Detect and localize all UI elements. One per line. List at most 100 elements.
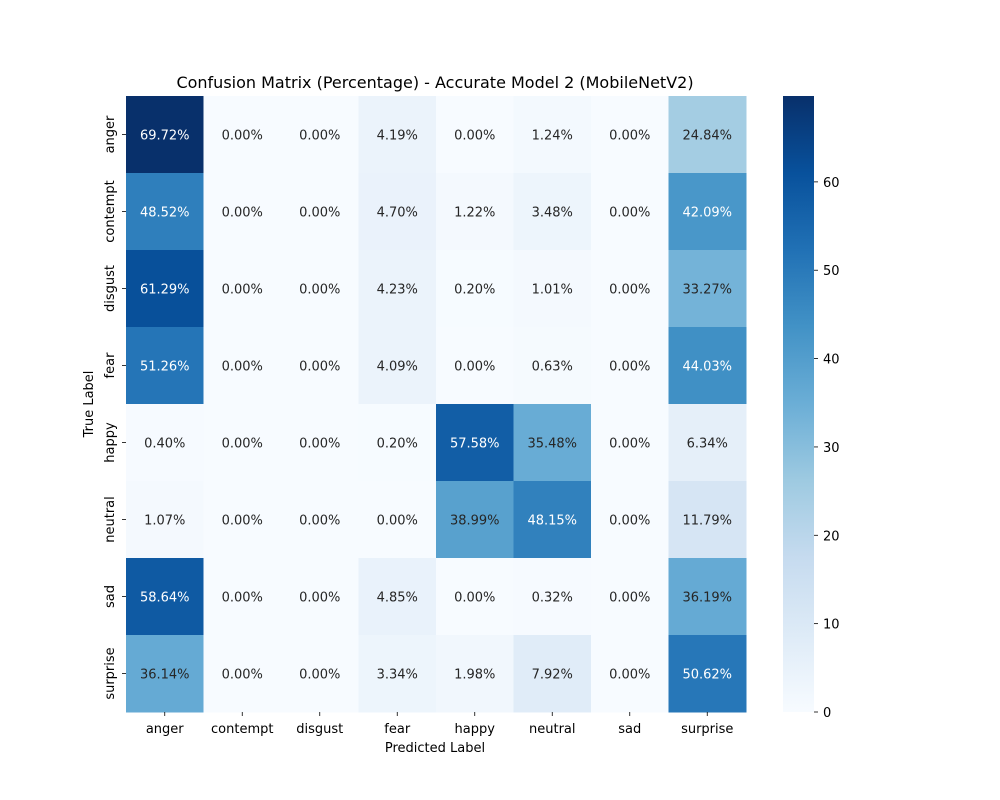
colorbar-tick-label: 60	[823, 176, 840, 191]
cell-value-label: 0.00%	[222, 668, 263, 683]
cell-value-label: 3.34%	[377, 668, 418, 683]
heatmap-cell	[513, 173, 592, 251]
colorbar-tick-label: 20	[823, 529, 840, 544]
cell-value-label: 0.00%	[609, 591, 650, 606]
cell-value-label: 4.85%	[377, 591, 418, 606]
heatmap-cell	[203, 635, 282, 713]
cell-value-label: 48.52%	[140, 206, 190, 221]
cell-value-label: 0.00%	[609, 514, 650, 529]
heatmap-cell	[281, 96, 359, 174]
cell-value-label: 0.00%	[222, 283, 263, 298]
cell-value-label: 0.00%	[299, 129, 340, 144]
cell-value-label: 69.72%	[140, 129, 190, 144]
cell-value-label: 44.03%	[682, 360, 732, 375]
y-tick-label: fear	[103, 352, 118, 379]
colorbar-tick-label: 30	[823, 441, 840, 456]
heatmap-cell	[358, 96, 437, 174]
x-tick-label: fear	[384, 722, 411, 737]
heatmap-cell	[513, 96, 592, 174]
cell-value-label: 4.23%	[377, 283, 418, 298]
cell-value-label: 11.79%	[682, 514, 732, 529]
heatmap-cell	[668, 96, 747, 174]
heatmap-cell	[281, 173, 359, 251]
cell-value-label: 36.19%	[682, 591, 732, 606]
cell-value-label: 0.00%	[299, 283, 340, 298]
cell-value-label: 0.00%	[222, 360, 263, 375]
cell-value-label: 57.58%	[450, 437, 500, 452]
heatmap-cell	[591, 327, 669, 405]
x-tick-label: neutral	[529, 722, 576, 737]
heatmap-cell	[126, 327, 204, 405]
cell-value-label: 0.00%	[454, 591, 495, 606]
cell-value-label: 61.29%	[140, 283, 190, 298]
heatmap-cell	[281, 635, 359, 713]
heatmap-cell	[436, 173, 514, 251]
cell-value-label: 0.00%	[222, 206, 263, 221]
heatmap-cell	[203, 173, 282, 251]
heatmap-cell	[591, 635, 669, 713]
colorbar-tick-label: 0	[823, 706, 831, 721]
heatmap-cell	[281, 481, 359, 559]
y-tick-label: contempt	[103, 180, 118, 242]
x-tick-label: happy	[455, 722, 496, 737]
cell-value-label: 1.22%	[454, 206, 495, 221]
y-tick-label: anger	[103, 115, 118, 153]
heatmap-cell	[126, 404, 204, 482]
heatmap-cell	[513, 327, 592, 405]
cell-value-label: 7.92%	[532, 668, 573, 683]
colorbar-tick-label: 40	[823, 353, 840, 368]
cell-value-label: 51.26%	[140, 360, 190, 375]
heatmap-cell	[358, 250, 437, 328]
heatmap-cell	[668, 327, 747, 405]
colorbar-tick-label: 10	[823, 618, 840, 633]
heatmap-cell	[513, 250, 592, 328]
cell-value-label: 0.00%	[222, 437, 263, 452]
cell-value-label: 0.00%	[377, 514, 418, 529]
y-axis-label: True Label	[82, 371, 97, 439]
cell-value-label: 0.00%	[222, 129, 263, 144]
heatmap-cell	[668, 250, 747, 328]
cell-value-label: 0.00%	[609, 129, 650, 144]
cell-value-label: 0.00%	[609, 283, 650, 298]
cell-value-label: 50.62%	[682, 668, 732, 683]
heatmap-cell	[513, 404, 592, 482]
heatmap-cell	[203, 96, 282, 174]
y-tick-label: surprise	[103, 647, 118, 699]
heatmap-cell	[591, 558, 669, 636]
colorbar	[783, 96, 814, 712]
x-axis-label: Predicted Label	[385, 741, 485, 756]
x-tick-label: anger	[146, 722, 184, 737]
cell-value-label: 48.15%	[527, 514, 577, 529]
heatmap-cell	[668, 558, 747, 636]
cell-value-label: 0.00%	[299, 668, 340, 683]
heatmap-cell	[203, 404, 282, 482]
cell-value-label: 4.19%	[377, 129, 418, 144]
cell-value-label: 36.14%	[140, 668, 190, 683]
heatmap-cell	[358, 635, 437, 713]
heatmap-cell-labels: 69.72% 0.00% 0.00% 4.19% 0.00% 1.24% 0.00% 24.8…	[140, 129, 732, 683]
x-axis-ticks: anger contempt disgust fear happy neutral sad s…	[146, 712, 733, 737]
cell-value-label: 0.00%	[299, 591, 340, 606]
cell-value-label: 0.00%	[299, 360, 340, 375]
cell-value-label: 0.00%	[222, 591, 263, 606]
chart-title: Confusion Matrix (Percentage) - Accurate…	[176, 73, 693, 92]
x-tick-label: surprise	[681, 722, 733, 737]
heatmap-cell	[436, 481, 514, 559]
cell-value-label: 0.00%	[222, 514, 263, 529]
cell-value-label: 3.48%	[532, 206, 573, 221]
heatmap-cell	[126, 558, 204, 636]
heatmap-cell	[203, 250, 282, 328]
heatmap-cell	[591, 173, 669, 251]
heatmap-cell	[358, 327, 437, 405]
y-tick-label: disgust	[103, 265, 118, 312]
heatmap-cell	[281, 250, 359, 328]
heatmap-cell	[436, 327, 514, 405]
cell-value-label: 24.84%	[682, 129, 732, 144]
colorbar-ticks: 0 10 20 30 40 50 60	[814, 176, 840, 721]
heatmap-cell	[436, 635, 514, 713]
heatmap-cell	[358, 558, 437, 636]
heatmap-cell	[126, 96, 204, 174]
cell-value-label: 0.00%	[609, 360, 650, 375]
heatmap-cell	[668, 635, 747, 713]
heatmap-cell	[281, 558, 359, 636]
